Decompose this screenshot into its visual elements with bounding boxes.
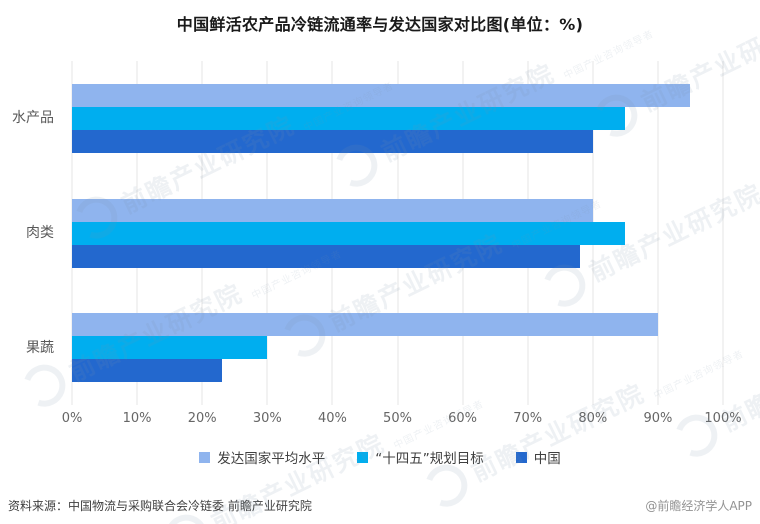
legend: 发达国家平均水平 “十四五”规划目标 中国 <box>0 447 760 467</box>
category-label: 水产品 <box>12 110 54 127</box>
legend-label: “十四五”规划目标 <box>375 451 484 467</box>
legend-label: 发达国家平均水平 <box>217 451 326 467</box>
legend-swatch-icon <box>357 452 369 463</box>
bar <box>72 359 222 383</box>
bar <box>72 106 626 130</box>
legend-item: 发达国家平均水平 <box>199 447 325 467</box>
x-tick-label: 40% <box>317 411 347 426</box>
gridline <box>657 61 659 405</box>
legend-swatch-icon <box>199 452 211 463</box>
legend-item: 中国 <box>515 447 561 467</box>
credit-text: @前瞻经济学人APP <box>645 499 752 513</box>
bar <box>72 83 691 107</box>
bar <box>72 336 268 360</box>
bar <box>72 129 593 153</box>
bar <box>72 221 626 245</box>
x-tick-label: 0% <box>61 411 83 426</box>
chart-title: 中国鲜活农产品冷链流通率与发达国家对比图(单位：%) <box>176 15 584 34</box>
x-tick-label: 20% <box>187 411 217 426</box>
category-label: 肉类 <box>26 225 54 241</box>
bar <box>72 313 658 337</box>
x-tick-label: 30% <box>252 411 282 426</box>
x-tick-label: 50% <box>383 411 412 426</box>
x-tick-label: 100% <box>704 411 742 426</box>
x-axis: 0% 10% 20% 30% 40% 50% 60% 70% 80% 90% 100% <box>62 411 742 429</box>
y-axis: 水产品肉类果蔬 <box>0 61 62 405</box>
x-tick-label: 10% <box>122 411 152 426</box>
legend-swatch-icon <box>515 452 527 463</box>
gridline <box>722 61 724 405</box>
x-tick-label: 90% <box>643 411 673 426</box>
legend-label: 中国 <box>533 451 561 467</box>
plot-area <box>71 61 724 405</box>
source-text: 资料来源：中国物流与采购联合会冷链委 前瞻产业研究院 <box>8 499 312 513</box>
x-tick-label: 60% <box>448 411 478 426</box>
x-tick-label: 80% <box>578 411 608 426</box>
x-tick-label: 70% <box>513 411 543 426</box>
bar <box>72 244 580 268</box>
bar <box>72 198 593 222</box>
legend-item: “十四五”规划目标 <box>357 447 484 467</box>
category-label: 果蔬 <box>26 339 54 356</box>
